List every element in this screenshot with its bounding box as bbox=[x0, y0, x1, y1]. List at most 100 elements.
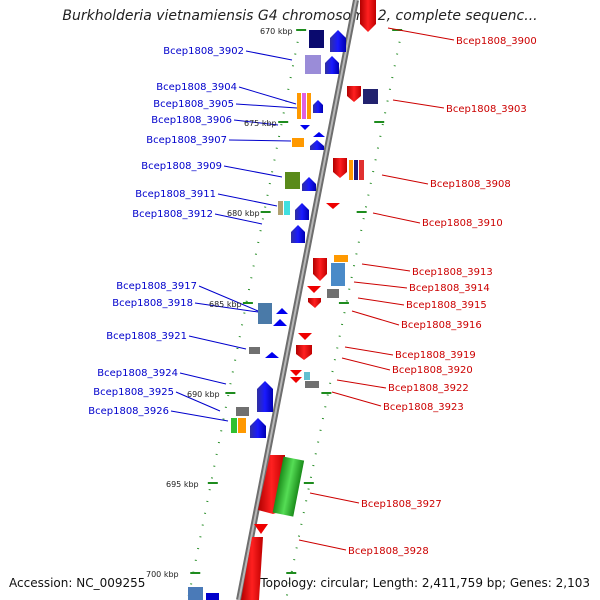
gene-block bbox=[188, 587, 203, 600]
gene-block bbox=[305, 55, 321, 74]
kbp-tick-label: 675 kbp bbox=[244, 119, 277, 128]
gene-block bbox=[297, 93, 301, 119]
gene-label: Bcep1808_3913 bbox=[412, 267, 493, 278]
gene-arrow bbox=[302, 177, 316, 191]
gene-block bbox=[363, 89, 378, 104]
leader-line bbox=[233, 119, 279, 126]
gene-block bbox=[309, 30, 324, 48]
leader-line bbox=[361, 263, 411, 272]
gene-block bbox=[307, 93, 311, 119]
leader-line bbox=[344, 346, 394, 356]
gene-arrow bbox=[276, 308, 288, 314]
leader-line bbox=[194, 302, 259, 313]
leader-line bbox=[341, 357, 391, 371]
kbp-tick-label: 680 kbp bbox=[227, 209, 260, 218]
gene-label: Bcep1808_3915 bbox=[406, 300, 487, 311]
gene-block bbox=[292, 138, 304, 147]
kbp-tick-label: 700 kbp bbox=[146, 570, 179, 579]
gene-block bbox=[360, 0, 376, 32]
gene-label: Bcep1808_3922 bbox=[388, 383, 469, 394]
gene-arrow bbox=[326, 203, 340, 209]
gene-label: Bcep1808_3923 bbox=[383, 402, 464, 413]
gene-block bbox=[349, 160, 353, 180]
kbp-tick-label: 670 kbp bbox=[260, 27, 293, 36]
gene-label: Bcep1808_3928 bbox=[348, 546, 429, 557]
gene-label: Bcep1808_3909 bbox=[141, 161, 222, 172]
gene-label: Bcep1808_3903 bbox=[446, 104, 527, 115]
gene-label: Bcep1808_3911 bbox=[135, 189, 216, 200]
gene-block bbox=[238, 418, 246, 433]
topology-summary: Topology: circular; Length: 2,411,759 bp… bbox=[260, 576, 590, 590]
gene-arrow bbox=[290, 377, 302, 383]
leader-line bbox=[179, 372, 227, 385]
gene-label: Bcep1808_3905 bbox=[153, 99, 234, 110]
gene-arrow bbox=[250, 418, 266, 438]
gene-label: Bcep1808_3919 bbox=[395, 350, 476, 361]
gene-block bbox=[359, 160, 364, 180]
gene-label: Bcep1808_3904 bbox=[156, 82, 237, 93]
gene-block bbox=[231, 418, 237, 433]
leader-line bbox=[175, 391, 221, 412]
leader-line bbox=[217, 193, 278, 207]
gene-arrow bbox=[313, 100, 323, 113]
gene-label: Bcep1808_3908 bbox=[430, 179, 511, 190]
gene-label: Bcep1808_3902 bbox=[163, 46, 244, 57]
gene-arrow bbox=[254, 524, 268, 534]
forward-gene-labels: Bcep1808_3902 Bcep1808_3904 Bcep1808_390… bbox=[88, 46, 244, 417]
leader-line bbox=[381, 174, 429, 185]
gene-label: Bcep1808_3926 bbox=[88, 406, 169, 417]
gene-arrow bbox=[290, 370, 302, 376]
gene-block bbox=[272, 456, 305, 517]
gene-block bbox=[354, 160, 358, 180]
gene-arrow bbox=[296, 345, 312, 360]
leader-line bbox=[245, 50, 293, 61]
gene-features bbox=[188, 0, 378, 600]
chromosome-backbone bbox=[236, 0, 359, 600]
gene-block bbox=[327, 289, 339, 298]
gene-label: Bcep1808_3916 bbox=[401, 320, 482, 331]
gene-arrow bbox=[300, 125, 310, 130]
gene-label: Bcep1808_3912 bbox=[132, 209, 213, 220]
gene-arrow bbox=[295, 203, 309, 220]
leader-line bbox=[309, 492, 360, 504]
leader-line bbox=[392, 99, 445, 109]
kbp-tick-label: 690 kbp bbox=[187, 390, 220, 399]
gene-block bbox=[249, 347, 260, 354]
leader-line bbox=[353, 281, 408, 289]
label-leader-lines bbox=[170, 27, 455, 551]
track-guides bbox=[187, 29, 403, 600]
accession-label: Accession: NC_009255 bbox=[9, 576, 146, 590]
gene-arrow bbox=[325, 56, 339, 74]
gene-block bbox=[284, 201, 290, 215]
leader-line bbox=[214, 213, 263, 225]
gene-arrow bbox=[307, 286, 321, 293]
gene-arrow bbox=[308, 298, 321, 308]
gene-block bbox=[258, 303, 272, 324]
gene-label: Bcep1808_3920 bbox=[392, 365, 473, 376]
leader-line bbox=[198, 285, 259, 312]
leader-line bbox=[170, 410, 229, 422]
gene-label: Bcep1808_3907 bbox=[146, 135, 227, 146]
gene-label: Bcep1808_3900 bbox=[456, 36, 537, 47]
gene-block bbox=[302, 93, 306, 119]
kbp-tick-labels: 670 kbp 675 kbp 680 kbp 685 kbp 690 kbp … bbox=[146, 27, 293, 579]
gene-block bbox=[278, 201, 283, 215]
gene-arrow bbox=[313, 258, 327, 281]
gene-arrow bbox=[265, 352, 279, 358]
gene-arrow bbox=[330, 30, 346, 52]
gene-label: Bcep1808_3927 bbox=[361, 499, 442, 510]
leader-line bbox=[238, 86, 297, 105]
gene-arrow bbox=[333, 158, 347, 178]
gene-arrow bbox=[298, 333, 312, 340]
gene-arrow bbox=[347, 86, 361, 102]
leader-line bbox=[188, 335, 247, 350]
gene-label: Bcep1808_3914 bbox=[409, 283, 490, 294]
leader-line bbox=[223, 165, 283, 178]
gene-block bbox=[331, 263, 345, 286]
gene-block bbox=[236, 407, 249, 416]
leader-line bbox=[372, 212, 421, 224]
leader-line bbox=[387, 27, 455, 41]
gene-block bbox=[304, 372, 310, 380]
gene-block bbox=[285, 172, 300, 189]
